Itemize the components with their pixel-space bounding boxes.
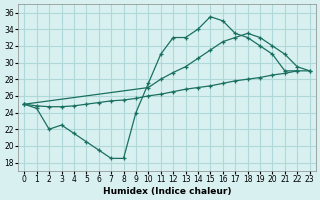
X-axis label: Humidex (Indice chaleur): Humidex (Indice chaleur): [103, 187, 231, 196]
